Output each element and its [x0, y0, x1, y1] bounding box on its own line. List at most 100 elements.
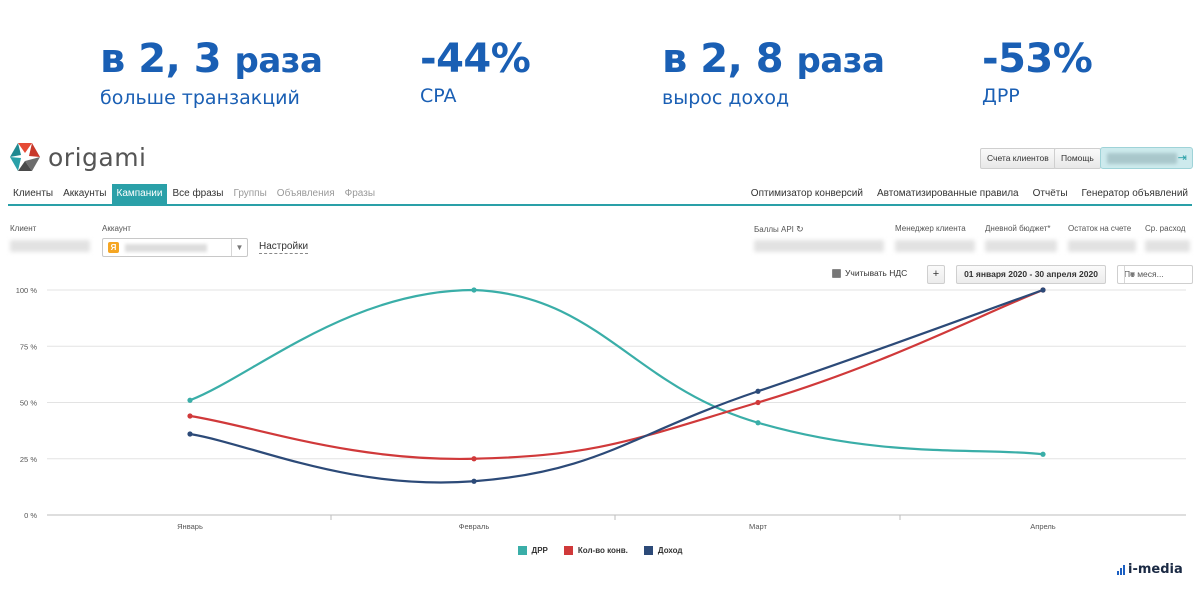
user-name-redacted	[1107, 153, 1177, 164]
kpi-prefix: в	[100, 36, 125, 82]
kpi-income: в 2, 8 раза вырос доход	[662, 36, 885, 110]
main-nav: Клиенты Аккаунты Кампании Все фразы Груп…	[8, 184, 380, 206]
avg-spend-value-redacted	[1145, 240, 1190, 252]
chart-grid	[47, 289, 1186, 520]
period-value: По меся...	[1124, 269, 1164, 279]
data-point	[471, 456, 477, 462]
kpi-value: 2, 8	[700, 36, 784, 82]
tab-clients[interactable]: Клиенты	[13, 188, 54, 199]
tab-all-phrases[interactable]: Все фразы	[172, 188, 224, 199]
kpi-prefix: в	[662, 36, 687, 82]
balance-label: Остаток на счете	[1068, 224, 1132, 233]
ad-generator-link[interactable]: Генератор объявлений	[1081, 188, 1188, 199]
data-point	[1040, 451, 1046, 457]
user-menu-button[interactable]: ⇥	[1100, 147, 1193, 169]
series-lines	[189, 288, 1044, 484]
reports-link[interactable]: Отчёты	[1032, 188, 1068, 199]
client-accounts-button[interactable]: Счета клиентов	[980, 148, 1056, 169]
x-tick-label: Январь	[177, 522, 203, 531]
y-tick-label: 25 %	[20, 455, 37, 464]
legend-swatch	[517, 546, 527, 555]
series-line-1	[189, 288, 1044, 460]
legend-swatch	[563, 546, 573, 555]
avg-spend-label: Ср. расход	[1145, 224, 1186, 233]
tab-campaigns[interactable]: Кампании	[111, 184, 168, 206]
legend-item-income[interactable]: Доход	[643, 546, 683, 555]
kpi-label: CPA	[420, 85, 457, 107]
performance-chart: 100 % 75 % 50 % 25 % 0 % Январь Февраль Март Ап…	[16, 286, 1186, 531]
kpi-cpa: -44% CPA	[420, 36, 531, 108]
y-tick-label: 50 %	[20, 399, 37, 408]
kpi-value: -44%	[420, 36, 531, 82]
logo-text: origami	[48, 142, 147, 172]
checkbox-icon[interactable]	[832, 268, 841, 278]
logout-icon[interactable]: ⇥	[1177, 152, 1187, 164]
x-axis: Январь Февраль Март Апрель	[177, 522, 1056, 531]
tab-ads[interactable]: Объявления	[276, 188, 335, 199]
kpi-label: вырос доход	[662, 87, 790, 109]
tab-groups[interactable]: Группы	[233, 188, 267, 199]
client-value-redacted	[10, 240, 90, 252]
vat-checkbox[interactable]: Учитывать НДС	[832, 268, 907, 278]
y-tick-label: 0 %	[24, 511, 37, 520]
y-tick-label: 100 %	[16, 286, 38, 295]
data-point	[755, 399, 761, 406]
manager-label: Менеджер клиента	[895, 224, 966, 233]
data-point	[187, 431, 193, 437]
date-range-button[interactable]: 01 января 2020 - 30 апреля 2020	[956, 265, 1106, 284]
manager-value-redacted	[895, 240, 975, 252]
refresh-icon[interactable]: ↻	[796, 224, 804, 234]
kpi-value: 2, 3	[138, 36, 222, 82]
chart-legend: ДРР Кол-во конв. Доход	[0, 546, 1200, 555]
api-points-label-text: Баллы API	[754, 225, 794, 234]
tab-accounts[interactable]: Аккаунты	[63, 188, 107, 199]
i-media-logo: i-media	[1117, 562, 1183, 577]
series-line-0	[189, 288, 1044, 456]
help-button[interactable]: Помощь	[1054, 148, 1101, 169]
data-point	[187, 397, 193, 403]
legend-item-drr[interactable]: ДРР	[517, 546, 548, 555]
origami-logo-icon	[10, 143, 40, 171]
data-point	[755, 420, 761, 426]
y-axis: 100 % 75 % 50 % 25 % 0 %	[16, 286, 38, 520]
kpi-label: ДРР	[982, 85, 1020, 107]
account-source-icon: Я	[108, 242, 119, 253]
daily-budget-label: Дневной бюджет*	[985, 224, 1051, 233]
data-point	[187, 413, 193, 419]
conversion-optimizer-link[interactable]: Оптимизатор конверсий	[750, 188, 863, 199]
x-tick-label: Апрель	[1030, 522, 1056, 531]
kpi-value: -53%	[982, 36, 1093, 82]
brand-name: i-media	[1128, 562, 1183, 577]
api-points-label: Баллы API ↻	[754, 224, 804, 235]
account-select[interactable]: Я ▼	[102, 238, 248, 257]
y-tick-label: 75 %	[20, 342, 37, 351]
kpi-transactions: в 2, 3 раза больше транзакций	[100, 36, 323, 110]
legend-label: Доход	[657, 546, 683, 555]
automated-rules-link[interactable]: Автоматизированные правила	[876, 188, 1019, 199]
account-value-redacted	[125, 244, 207, 252]
data-point	[471, 478, 477, 484]
chevron-down-icon[interactable]: ▼	[1124, 266, 1140, 283]
legend-label: Кол-во конв.	[577, 546, 628, 555]
settings-link[interactable]: Настройки	[259, 241, 309, 254]
data-point	[755, 388, 761, 394]
kpi-suffix: раза	[234, 41, 323, 81]
series-line-2	[189, 288, 1044, 484]
tab-phrases[interactable]: Фразы	[344, 188, 376, 199]
daily-budget-value-redacted	[985, 240, 1057, 252]
origami-logo[interactable]: origami	[8, 141, 147, 173]
nav-tools: Оптимизатор конверсий Автоматизированные…	[737, 184, 1188, 204]
chevron-down-icon[interactable]: ▼	[231, 239, 247, 256]
legend-item-conversions[interactable]: Кол-во конв.	[563, 546, 628, 555]
x-tick-label: Февраль	[459, 522, 490, 531]
data-point	[1040, 287, 1046, 293]
add-button[interactable]: +	[927, 265, 945, 284]
period-select[interactable]: По меся... ▼	[1117, 265, 1193, 284]
client-label: Клиент	[10, 224, 37, 233]
legend-label: ДРР	[531, 546, 548, 555]
kpi-drr: -53% ДРР	[982, 36, 1093, 108]
data-point	[471, 287, 477, 293]
series-points	[187, 287, 1046, 484]
bars-icon	[1117, 564, 1126, 575]
balance-value-redacted	[1068, 240, 1136, 252]
